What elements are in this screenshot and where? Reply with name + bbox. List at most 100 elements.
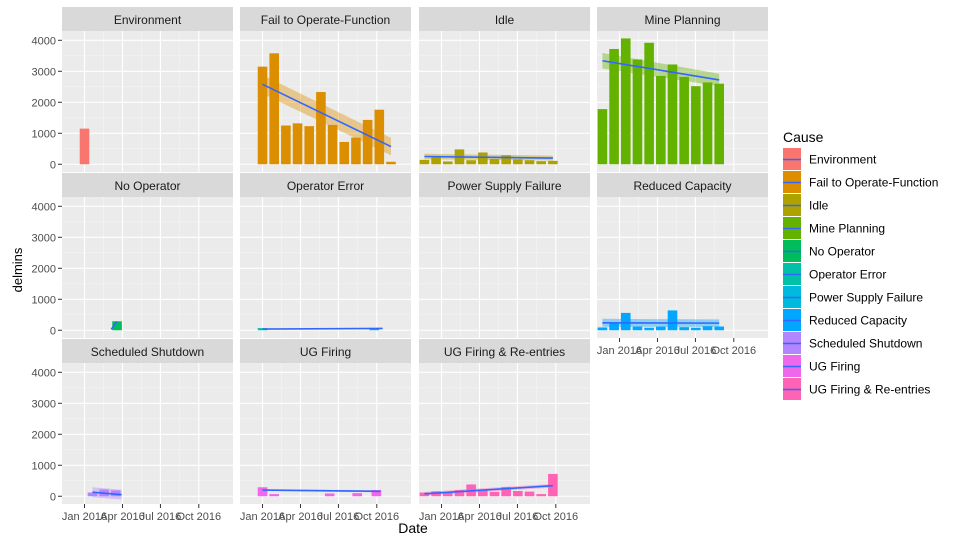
bar	[490, 492, 500, 496]
bar	[656, 327, 666, 331]
legend-item-no-operator: No Operator	[783, 240, 875, 262]
x-tick-label: Jul 2016	[675, 345, 717, 357]
x-tick-label: Jul 2016	[318, 511, 360, 523]
x-tick-label: Jul 2016	[140, 511, 182, 523]
facet-strip-label: Fail to Operate-Function	[261, 13, 390, 27]
facet-strip-label: UG Firing	[300, 345, 351, 359]
facet-strip-label: Power Supply Failure	[447, 179, 561, 193]
x-tick-label: Oct 2016	[711, 345, 756, 357]
legend-label: Reduced Capacity	[809, 314, 907, 328]
bar	[304, 126, 314, 164]
bar	[351, 138, 361, 165]
y-tick-label: 2000	[32, 97, 56, 109]
y-tick-label: 2000	[32, 429, 56, 441]
bar	[714, 327, 724, 331]
bar	[656, 76, 666, 164]
legend-label: Operator Error	[809, 268, 886, 282]
bar	[281, 126, 291, 165]
bar	[644, 328, 654, 330]
bar	[386, 162, 396, 164]
facet-strip-label: Reduced Capacity	[633, 179, 731, 193]
facet-panel-mine-planning: Mine Planning	[597, 7, 768, 172]
y-tick-label: 1000	[32, 294, 56, 306]
y-axis-title: delmins	[10, 247, 25, 292]
x-tick-label: Oct 2016	[354, 511, 399, 523]
smooth-line	[263, 328, 383, 329]
panel-background	[62, 197, 233, 338]
facet-strip-label: UG Firing & Re-entries	[444, 345, 565, 359]
y-tick-label: 1000	[32, 460, 56, 472]
facet-panel-reduced-capacity: Reduced Capacity	[597, 173, 768, 338]
bar	[633, 327, 643, 331]
facet-panel-environment: Environment	[62, 7, 233, 172]
bar	[691, 328, 701, 330]
x-tick-label: Jul 2016	[497, 511, 539, 523]
x-tick-label: Apr 2016	[457, 511, 502, 523]
x-tick-label: Oct 2016	[176, 511, 221, 523]
panel-background	[240, 363, 411, 504]
bar	[703, 82, 713, 164]
legend-item-power-supply-failure: Power Supply Failure	[783, 286, 923, 308]
y-tick-label: 1000	[32, 128, 56, 140]
bar	[598, 109, 608, 164]
facet-strip-label: Environment	[114, 13, 182, 27]
bar	[269, 494, 279, 496]
panel-background	[62, 363, 233, 504]
y-tick-label: 3000	[32, 66, 56, 78]
facet-panel-operator-error: Operator Error	[240, 173, 411, 338]
facet-panel-idle: Idle	[419, 7, 590, 172]
legend-label: Idle	[809, 199, 829, 213]
panel-background	[419, 363, 590, 504]
facet-panel-ug-firing-re-entries: UG Firing & Re-entries	[419, 339, 590, 504]
panel-background	[419, 31, 590, 172]
legend-title: Cause	[783, 129, 824, 145]
y-tick-label: 0	[50, 325, 56, 337]
bar	[536, 494, 546, 496]
legend-item-operator-error: Operator Error	[783, 263, 886, 285]
panel-background	[240, 197, 411, 338]
bar	[714, 84, 724, 165]
legend-item-idle: Idle	[783, 194, 829, 216]
y-tick-label: 2000	[32, 263, 56, 275]
legend-label: Scheduled Shutdown	[809, 337, 922, 351]
legend-label: Power Supply Failure	[809, 291, 923, 305]
bar	[352, 493, 362, 496]
bar	[633, 60, 643, 165]
y-tick-label: 0	[50, 491, 56, 503]
bar	[258, 487, 268, 496]
bar	[80, 129, 90, 165]
bar	[513, 491, 523, 496]
facet-panel-power-supply-failure: Power Supply Failure	[419, 173, 590, 338]
bar	[339, 142, 349, 164]
legend-item-scheduled-shutdown: Scheduled Shutdown	[783, 332, 922, 354]
y-tick-label: 4000	[32, 201, 56, 213]
x-tick-label: Apr 2016	[635, 345, 680, 357]
bar	[269, 53, 279, 164]
bar	[679, 327, 689, 330]
facet-strip-label: Mine Planning	[644, 13, 720, 27]
bar	[420, 160, 430, 164]
facet-strip-label: Idle	[495, 13, 515, 27]
legend-item-ug-firing-re-entries: UG Firing & Re-entries	[783, 378, 930, 400]
y-tick-label: 3000	[32, 232, 56, 244]
facet-strip-label: Scheduled Shutdown	[91, 345, 204, 359]
legend-label: Environment	[809, 153, 877, 167]
bar	[598, 327, 608, 330]
x-axis-title: Date	[398, 520, 428, 536]
y-tick-label: 0	[50, 159, 56, 171]
bar	[679, 77, 689, 164]
x-tick-label: Apr 2016	[278, 511, 323, 523]
legend-label: Mine Planning	[809, 222, 885, 236]
bar	[691, 86, 701, 164]
legend-item-reduced-capacity: Reduced Capacity	[783, 309, 907, 331]
bar	[548, 161, 558, 164]
legend-item-mine-planning: Mine Planning	[783, 217, 885, 239]
bar	[536, 161, 546, 164]
bar	[443, 161, 453, 164]
facet-panel-scheduled-shutdown: Scheduled Shutdown	[62, 339, 233, 504]
y-tick-label: 3000	[32, 398, 56, 410]
